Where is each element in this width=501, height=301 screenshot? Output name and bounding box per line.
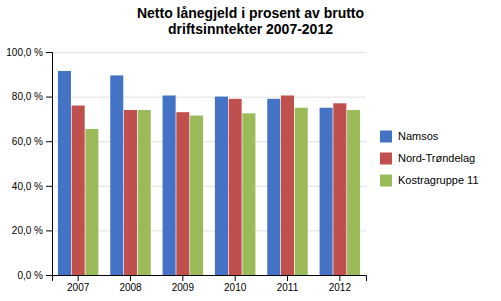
bar — [58, 71, 71, 275]
legend-label: Kostragruppe 11 — [398, 174, 479, 186]
grid-tick — [52, 230, 366, 231]
y-tick-mark — [46, 97, 52, 98]
grid-line — [52, 186, 366, 187]
bar — [242, 113, 255, 275]
bar — [333, 103, 346, 275]
y-tick-label: 0,0 % — [17, 270, 43, 281]
x-tick: 2008 — [119, 275, 142, 293]
x-tick: 2007 — [67, 275, 90, 293]
bar — [72, 106, 85, 275]
x-tick-label: 2010 — [224, 282, 247, 293]
legend-item: Kostragruppe 11 — [380, 174, 479, 186]
x-tick-label: 2007 — [67, 282, 90, 293]
y-tick: 100,0 % — [6, 47, 52, 58]
grid-line — [52, 141, 366, 142]
title-line: Netto lånegjeld i prosent av brutto — [137, 5, 364, 21]
grid-tick — [52, 141, 366, 142]
x-tick: 2012 — [329, 275, 352, 293]
legend-label: Namsos — [398, 130, 439, 142]
grid-tick — [52, 97, 366, 98]
legend-item: Namsos — [380, 130, 439, 142]
x-axis-line — [53, 276, 367, 282]
grid-line — [52, 52, 366, 53]
y-tick-mark — [46, 230, 52, 231]
y-axis: 0,0 % 20,0 % 40,0 % 60,0 % 80,0 % 100,0 % — [6, 47, 52, 281]
x-tick-mark — [235, 275, 236, 281]
chart-svg: Netto lånegjeld i prosent av bruttodrift… — [0, 0, 501, 301]
plot: 0,0 % 20,0 % 40,0 % 60,0 % 80,0 % 100,0 % 2007… — [6, 47, 366, 293]
grid-line — [52, 97, 366, 98]
y-tick: 20,0 % — [12, 225, 52, 236]
x-tick-mark — [339, 275, 340, 281]
y-tick: 80,0 % — [12, 91, 52, 102]
legend-swatch — [380, 175, 392, 187]
bar-series — [72, 95, 347, 275]
y-tick-label: 40,0 % — [12, 181, 43, 192]
y-tick: 0,0 % — [17, 270, 52, 281]
bar — [138, 110, 151, 275]
x-tick: 2009 — [172, 275, 195, 293]
y-tick-mark — [46, 141, 52, 142]
legend-swatch — [380, 131, 392, 143]
bar — [229, 99, 242, 275]
bar — [85, 129, 98, 275]
grid — [52, 53, 366, 276]
y-tick-label: 100,0 % — [6, 47, 43, 58]
title-line: driftsinntekter 2007-2012 — [168, 21, 333, 37]
bar — [347, 110, 360, 275]
bar — [190, 116, 203, 275]
bars — [58, 71, 360, 275]
x-tick-label: 2008 — [119, 282, 142, 293]
x-axis: 2007 2008 2009 2010 2011 2012 — [53, 275, 367, 293]
bar — [320, 108, 333, 275]
title: Netto lånegjeld i prosent av bruttodrift… — [137, 5, 364, 37]
x-tick-mark — [78, 275, 79, 281]
grid-tick — [52, 186, 366, 187]
y-tick-mark — [46, 275, 52, 276]
y-tick-label: 80,0 % — [12, 91, 43, 102]
bar — [281, 95, 294, 275]
bar-series — [85, 108, 360, 275]
grid-line — [52, 230, 366, 231]
x-tick-label: 2011 — [277, 282, 299, 293]
x-tick-mark — [287, 275, 288, 281]
y-tick: 60,0 % — [12, 136, 52, 147]
x-tick-label: 2009 — [172, 282, 195, 293]
chart-container: Netto lånegjeld i prosent av bruttodrift… — [0, 0, 501, 301]
bar — [176, 112, 189, 275]
x-tick: 2011 — [277, 275, 299, 293]
legend-label: Nord-Trøndelag — [398, 152, 475, 164]
y-tick-mark — [46, 52, 52, 53]
y-tick-mark — [46, 186, 52, 187]
legend-swatch — [380, 153, 392, 165]
bar — [124, 110, 137, 275]
y-tick-label: 20,0 % — [12, 225, 43, 236]
x-tick-mark — [130, 275, 131, 281]
grid-tick — [52, 52, 366, 53]
bar-series — [58, 71, 333, 275]
bar — [215, 97, 228, 275]
legend: Namsos Nord-Trøndelag Kostragruppe 11 — [380, 130, 479, 186]
bar — [267, 99, 280, 275]
x-tick-label: 2012 — [329, 282, 352, 293]
bar — [163, 95, 176, 275]
bar — [110, 75, 123, 275]
y-tick-label: 60,0 % — [12, 136, 43, 147]
legend-item: Nord-Trøndelag — [380, 152, 475, 164]
x-tick-mark — [182, 275, 183, 281]
bar — [295, 108, 308, 275]
y-tick: 40,0 % — [12, 181, 52, 192]
x-tick: 2010 — [224, 275, 247, 293]
y-axis-line — [46, 53, 53, 276]
